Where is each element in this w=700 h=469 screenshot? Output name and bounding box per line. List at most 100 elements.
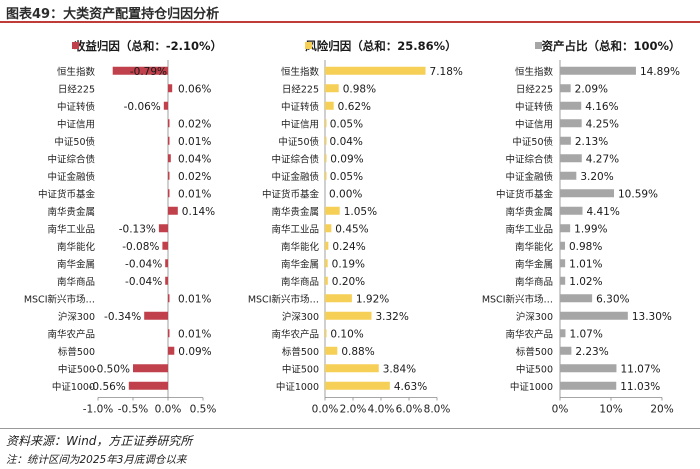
data-label: -0.08% — [122, 241, 159, 253]
data-label: 1.05% — [344, 206, 377, 218]
source-note: 资料来源：Wind，方正证券研究所 — [6, 434, 193, 448]
data-label: -0.04% — [125, 276, 162, 288]
data-label: 1.02% — [569, 276, 602, 288]
bar — [560, 346, 572, 355]
category-label: 中证50债 — [54, 136, 95, 148]
data-label: 1.92% — [356, 293, 389, 305]
data-label: 3.32% — [375, 311, 408, 323]
category-label: 南华金属 — [515, 258, 553, 270]
category-label: 标普500 — [282, 346, 319, 358]
data-label: 4.41% — [586, 206, 619, 218]
x-tick-label: 0.5% — [190, 404, 217, 416]
category-label: 沪深300 — [516, 311, 553, 323]
data-label: 3.20% — [580, 171, 613, 183]
bar — [158, 224, 168, 233]
data-label: -0.13% — [119, 223, 156, 235]
bar — [560, 294, 593, 303]
category-label: 中证1000 — [276, 381, 319, 393]
x-tick-label: 20% — [650, 404, 673, 416]
data-label: 0.05% — [330, 118, 363, 130]
bar — [168, 136, 170, 145]
category-label: 标普500 — [516, 346, 553, 358]
legend-swatch — [305, 42, 312, 49]
category-label: 中证综合债 — [47, 153, 95, 165]
bar — [168, 189, 170, 198]
chart-title: 收益归因（总和：-2.10%） — [74, 39, 222, 53]
bar — [560, 66, 636, 75]
data-label: 0.02% — [178, 118, 211, 130]
x-tick-label: 0% — [552, 404, 569, 416]
category-label: 标普500 — [58, 346, 95, 358]
category-label: 南华能化 — [57, 241, 96, 253]
data-label: 0.10% — [330, 328, 363, 340]
bar — [325, 259, 328, 268]
category-label: 中证综合债 — [271, 153, 319, 165]
data-label: 6.30% — [596, 293, 629, 305]
data-label: 0.24% — [332, 241, 365, 253]
data-label: 0.88% — [341, 346, 374, 358]
category-label: 中证信用 — [281, 118, 319, 130]
data-label: 1.07% — [569, 328, 602, 340]
data-label: 0.01% — [178, 188, 211, 200]
data-label: 2.13% — [575, 136, 608, 148]
category-label: 南华贵金属 — [505, 206, 553, 218]
data-label: -0.79% — [130, 66, 167, 78]
data-label: 11.03% — [620, 381, 660, 393]
legend-swatch — [535, 42, 542, 49]
bar — [165, 276, 168, 285]
bar — [560, 84, 571, 93]
category-label: 南华工业品 — [271, 223, 319, 235]
data-label: 0.04% — [178, 153, 211, 165]
bar — [168, 154, 171, 163]
bar — [325, 294, 352, 303]
figure-title: 图表49：大类资产配置持仓归因分析 — [6, 7, 220, 22]
bar — [325, 329, 327, 338]
category-label: 南华金属 — [281, 258, 319, 270]
bar — [560, 224, 571, 233]
bar — [325, 136, 327, 145]
data-label: 0.00% — [329, 188, 362, 200]
category-label: 南华能化 — [281, 241, 320, 253]
chart-title: 风险归因（总和：25.86%） — [305, 39, 456, 53]
data-label: 1.99% — [574, 223, 607, 235]
data-label: -0.56% — [89, 381, 126, 393]
category-label: 南华商品 — [515, 276, 553, 288]
bar — [325, 311, 372, 320]
data-label: 0.01% — [178, 328, 211, 340]
data-label: 0.98% — [343, 83, 376, 95]
bar — [560, 119, 582, 128]
x-tick-label: 4.0% — [368, 404, 395, 416]
category-label: 南华农产品 — [271, 328, 319, 340]
bar — [560, 276, 566, 285]
bar — [325, 84, 339, 93]
category-label: 南华金属 — [57, 258, 95, 270]
x-tick-label: 10% — [599, 404, 622, 416]
category-label: 南华贵金属 — [47, 206, 95, 218]
category-label: 恒生指数 — [515, 66, 554, 78]
category-label: 日经225 — [282, 83, 319, 95]
bar — [560, 189, 615, 198]
category-label: 南华农产品 — [505, 328, 553, 340]
data-label: 0.09% — [178, 346, 211, 358]
bar — [325, 101, 334, 110]
category-label: 中证金融债 — [271, 171, 319, 183]
attribution-charts: 收益归因（总和：-2.10%） -1.0% -0.5% 0.0% 0.5% 恒生指数 -0.… — [24, 39, 681, 416]
bar — [560, 241, 565, 250]
category-label: 中证转债 — [515, 101, 554, 113]
bar — [168, 329, 170, 338]
category-label: 南华工业品 — [505, 223, 553, 235]
category-label: 中证500 — [58, 363, 95, 375]
x-tick-label: -1.0% — [83, 404, 113, 416]
data-label: 0.01% — [178, 293, 211, 305]
x-tick-label: 0.0% — [155, 404, 182, 416]
category-label: 中证50债 — [278, 136, 319, 148]
data-label: 14.89% — [640, 66, 680, 78]
bar — [560, 381, 617, 390]
bar — [560, 259, 566, 268]
legend-swatch — [72, 42, 79, 49]
bar — [168, 171, 170, 180]
x-tick-label: 8.0% — [424, 404, 451, 416]
bar — [133, 364, 168, 373]
x-tick-label: -0.5% — [118, 404, 148, 416]
data-label: 2.09% — [575, 83, 608, 95]
